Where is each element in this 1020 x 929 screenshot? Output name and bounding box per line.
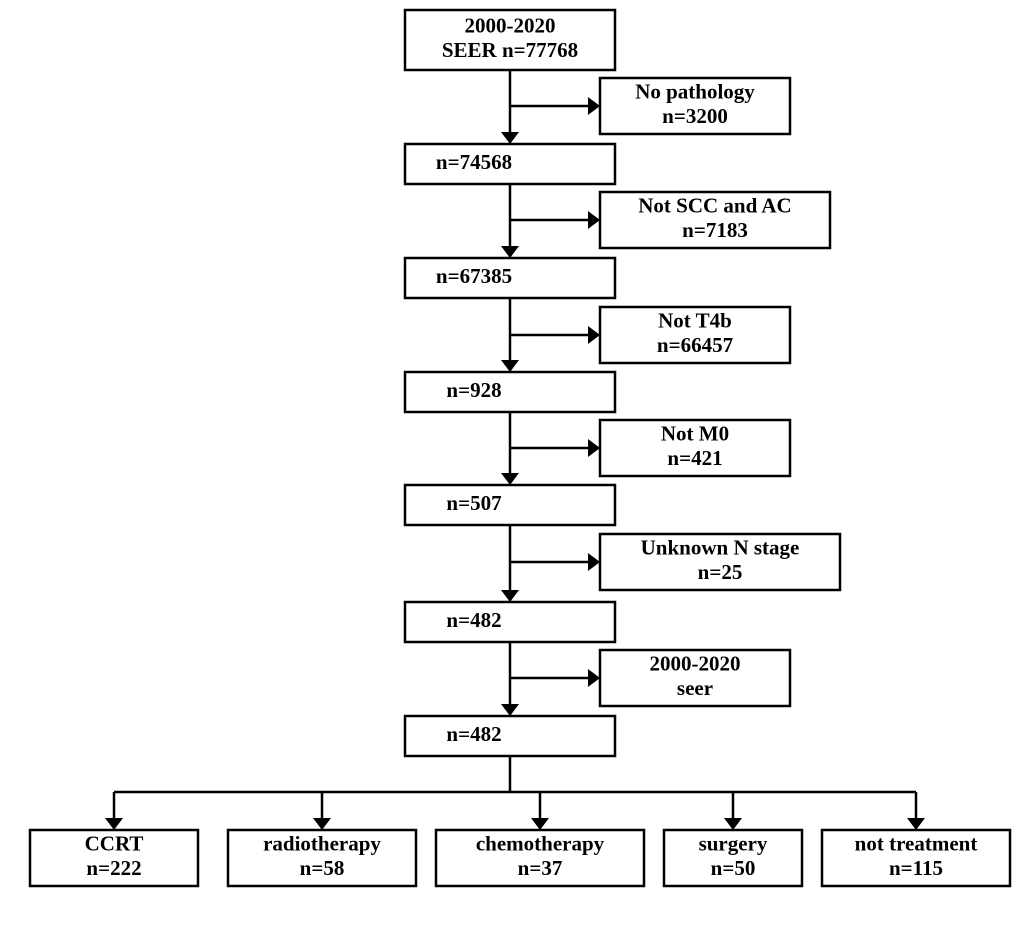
node-b3-line1: n=50 <box>711 856 756 880</box>
node-e0-line1: n=3200 <box>662 104 728 128</box>
node-n1-line0: n=74568 <box>436 150 512 174</box>
node-b3-line0: surgery <box>699 831 768 855</box>
node-e1-line0: Not SCC and AC <box>638 193 791 217</box>
node-n0-line0: 2000-2020 <box>465 13 556 37</box>
node-n3 <box>405 372 615 412</box>
node-n5 <box>405 602 615 642</box>
node-e5-line1: seer <box>677 676 713 700</box>
node-b2-line0: chemotherapy <box>476 831 605 855</box>
node-e4-line1: n=25 <box>698 560 743 584</box>
node-e4-line0: Unknown N stage <box>641 535 800 559</box>
node-n2-line0: n=67385 <box>436 264 512 288</box>
node-e1-line1: n=7183 <box>682 218 748 242</box>
flowchart: 2000-2020SEER n=77768No pathologyn=3200n… <box>0 0 1020 929</box>
node-n6-line0: n=482 <box>446 722 501 746</box>
node-b1-line0: radiotherapy <box>263 831 381 855</box>
node-e2-line0: Not T4b <box>658 308 732 332</box>
node-b4-line1: n=115 <box>889 856 943 880</box>
node-n5-line0: n=482 <box>446 608 501 632</box>
node-e5-line0: 2000-2020 <box>650 651 741 675</box>
node-b0-line1: n=222 <box>86 856 141 880</box>
node-e0-line0: No pathology <box>635 79 755 103</box>
node-b4-line0: not treatment <box>855 831 978 855</box>
node-b1-line1: n=58 <box>300 856 345 880</box>
node-n4 <box>405 485 615 525</box>
node-n6 <box>405 716 615 756</box>
node-e2-line1: n=66457 <box>657 333 733 357</box>
node-n0-line1: SEER n=77768 <box>442 38 578 62</box>
node-e3-line0: Not M0 <box>661 421 729 445</box>
node-b2-line1: n=37 <box>518 856 563 880</box>
node-e3-line1: n=421 <box>667 446 722 470</box>
node-n3-line0: n=928 <box>446 378 501 402</box>
node-n4-line0: n=507 <box>446 491 501 515</box>
node-b0-line0: CCRT <box>85 831 144 855</box>
